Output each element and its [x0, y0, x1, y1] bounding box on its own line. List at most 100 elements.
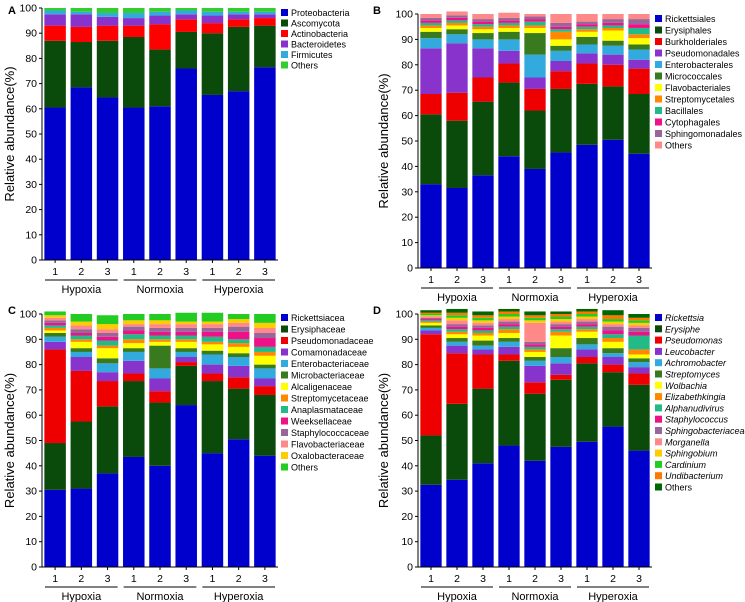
panel-d-legend-label: Erysiphe	[665, 324, 700, 334]
panel-b-ytick-label: 80	[401, 59, 413, 71]
panel-c-bar-1-series-8	[44, 327, 66, 331]
panel-b-bar-9-series-1	[628, 153, 650, 268]
panel-c-bar-2-series-5	[70, 351, 93, 358]
panel-c-bar-2-series-7	[70, 341, 93, 349]
panel-b-bar-1-series-3	[420, 94, 442, 115]
panel-c-bar-8-series-9	[227, 339, 250, 344]
panel-c-bar-3-series-7	[96, 348, 119, 359]
panel-b-bar-6-series-1	[550, 152, 572, 268]
panel-a-xtick-label: 1	[210, 266, 216, 278]
panel-d-bar-5-series-13	[524, 320, 546, 323]
panel-b-legend-label: Cytophagales	[665, 118, 721, 128]
panel-c-bar-2-series-3	[70, 370, 93, 422]
panel-a-bar-8-series-3	[227, 19, 250, 27]
panel-b-bar-3-series-7	[472, 29, 494, 34]
panel-b-legend-label: Micrococcales	[665, 72, 723, 82]
panel-c-bar-5-series-3	[149, 391, 171, 403]
panel-b-bar-3-series-11	[472, 19, 494, 22]
panel-c-bar-4-series-13	[123, 320, 145, 325]
panel-c-bar-2-series-2	[70, 421, 93, 489]
panel-c-bar-3-series-5	[96, 363, 119, 373]
panel-c-ytick-label: 0	[31, 562, 37, 574]
panel-b-bar-8-series-3	[602, 64, 624, 87]
panel-a-xtick-label: 2	[78, 266, 84, 278]
panel-c-bar-4-series-7	[123, 343, 145, 349]
panel-d-bar-7-series-8	[576, 329, 598, 332]
panel-d-xtick-label: 2	[454, 573, 460, 585]
panel-c-legend-swatch	[281, 394, 288, 402]
panel-d-bar-3-series-6	[472, 340, 494, 346]
panel-d-bar-1-series-14	[420, 314, 442, 316]
panel-b-legend-label: Rickettsiales	[665, 14, 716, 24]
panel-b-bar-2-series-7	[446, 25, 468, 30]
panel-b-bar-9-series-7	[628, 38, 650, 45]
panel-a-bar-2-series-5	[70, 11, 93, 15]
panel-a-bar-9-series-3	[254, 18, 276, 26]
panel-d-bar-7-series-9	[576, 326, 598, 330]
panel-d-bar-8-series-12	[602, 324, 624, 327]
panel-a-bar-4-series-6	[123, 8, 145, 14]
panel-b-bar-7-series-2	[576, 83, 598, 145]
panel-c-bar-3-series-2	[96, 406, 119, 474]
panel-b-bar-3-series-10	[472, 21, 494, 25]
panel-a-bar-1-series-4	[44, 14, 66, 26]
panel-d-bar-7-series-6	[576, 338, 598, 345]
panel-c-legend-swatch	[281, 406, 288, 413]
panel-a: A 0 10 20 30 40 50 60 70 80 90 100 Relative abundanc…	[2, 3, 350, 297]
panel-c-bar-5-series-6	[149, 345, 171, 369]
panel-d-bar-6-series-11	[550, 324, 572, 327]
panel-c-bar-9-series-2	[254, 394, 276, 456]
panel-a-bar-3-series-3	[96, 25, 119, 41]
panel-d-xtick-label: 3	[636, 573, 642, 585]
panel-c-bar-4-series-6	[123, 348, 145, 352]
panel-d-bar-3-series-3	[472, 354, 494, 389]
panel-b-bar-6-series-10	[550, 26, 572, 30]
panel-b-bar-2-series-5	[446, 34, 468, 44]
panel-b-bar-6-series-6	[550, 45, 572, 51]
panel-a-ytick-label: 100	[19, 3, 37, 15]
panel-b-ytick-label: 0	[407, 263, 413, 275]
panel-c-bar-8-series-10	[227, 331, 250, 340]
panel-d-legend-label: Wolbachia	[665, 381, 707, 391]
panel-b-bar-7-series-4	[576, 53, 598, 64]
panel-d-bar-1-series-2	[420, 435, 442, 485]
panel-b-bar-7-series-12	[576, 14, 598, 22]
panel-c-legend-swatch	[281, 337, 288, 344]
panel-d-bar-1-series-10	[420, 319, 442, 321]
panel-c-group-label: Normoxia	[136, 591, 184, 602]
panel-d-legend-swatch	[655, 314, 662, 321]
panel-b-bar-8-series-7	[602, 30, 624, 41]
panel-a-legend-swatch	[281, 9, 288, 16]
panel-d-bar-2-series-2	[446, 403, 468, 480]
panel-c-bar-3-series-14	[96, 315, 119, 325]
panel-c-bar-9-series-14	[254, 314, 276, 323]
panel-c-bar-4-series-14	[123, 314, 145, 321]
panel-d-bar-7-series-3	[576, 357, 598, 364]
panel-d-ytick-label: 40	[401, 460, 413, 472]
panel-a-legend-label: Proteobacteria	[291, 8, 350, 18]
panel-c-bar-6-series-13	[175, 321, 197, 325]
panel-c-bar-4-series-4	[123, 360, 145, 374]
panel-b-bar-1-series-4	[420, 48, 442, 95]
panel-a-ytick-label: 70	[25, 78, 37, 90]
panel-b-xtick-label: 3	[636, 274, 642, 286]
panel-c-bar-8-series-3	[227, 377, 250, 389]
panel-d-bar-5-series-5	[524, 360, 546, 366]
panel-c-bar-8-series-14	[227, 314, 250, 320]
panel-d-legend-label: Pseudomonas	[665, 336, 723, 346]
panel-a-ytick-label: 10	[25, 229, 37, 241]
panel-d-bar-3-series-9	[472, 330, 494, 333]
panel-d-bar-9-series-4	[628, 367, 650, 374]
panel-a-bar-4-series-4	[123, 18, 145, 26]
panel-d-bar-1-series-12	[420, 316, 442, 318]
panel-c-bar-9-series-12	[254, 327, 276, 333]
panel-c-bar-7-series-12	[201, 324, 224, 328]
panel-d-bar-3-series-13	[472, 320, 494, 323]
panel-d-bar-7-series-12	[576, 319, 598, 322]
panel-b-legend-swatch	[655, 49, 662, 57]
panel-d-bar-8-series-4	[602, 357, 624, 365]
panel-c-bar-1-series-6	[44, 332, 66, 337]
panel-d-bar-4-series-16	[498, 308, 520, 312]
panel-b-bar-6-series-11	[550, 22, 572, 27]
panel-d: D 0 10 20 30 40 50 60 70 80 90 100 Relative abundanc…	[373, 305, 745, 602]
